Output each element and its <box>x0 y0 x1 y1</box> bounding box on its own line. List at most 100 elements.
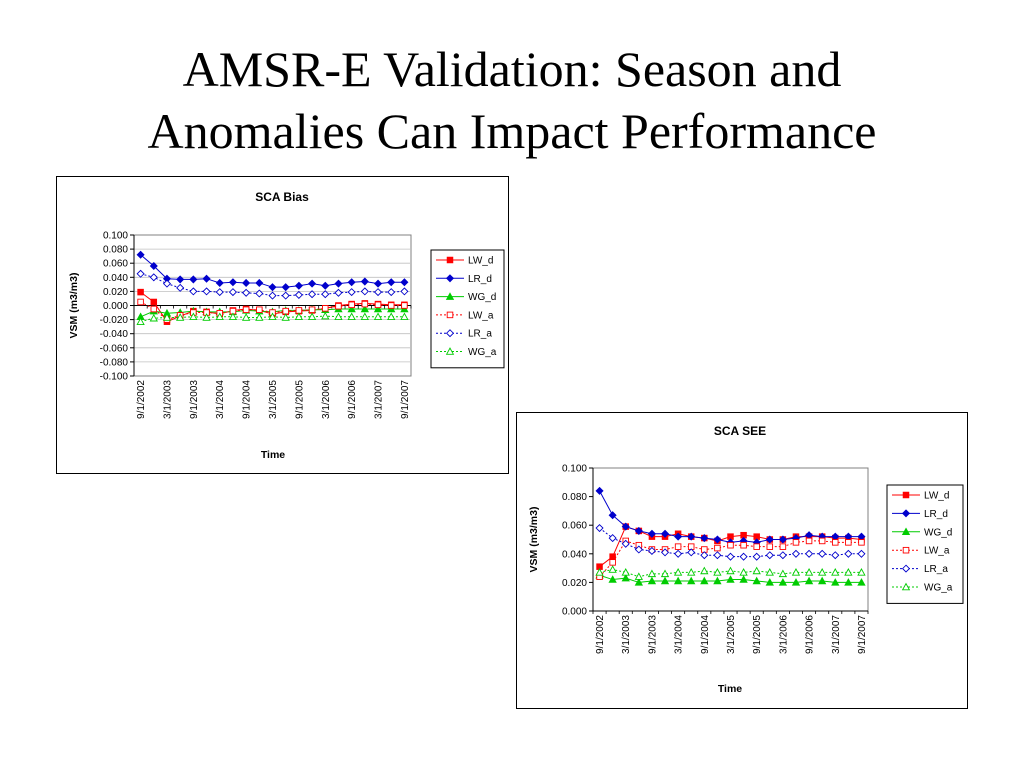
bias-point-lw-d <box>137 288 144 296</box>
bias-point-wg-a <box>228 312 238 321</box>
bias-x-tick-label: 3/1/2003 <box>162 380 173 419</box>
bias-point-wg-a <box>307 312 317 321</box>
bias-point-lr-a <box>321 290 330 299</box>
bias-point-wg-a <box>294 312 304 321</box>
see-point-wg-a <box>818 568 827 576</box>
see-legend-marker-wg-a <box>901 582 911 591</box>
see-x-tick-label: 3/1/2007 <box>831 615 842 654</box>
bias-point-lr-a <box>255 289 264 298</box>
bias-point-lw-a <box>335 302 342 310</box>
see-point-wg-a <box>778 569 788 578</box>
see-y-tick-label: 0.000 <box>562 607 587 618</box>
see-legend-marker-lr-d <box>901 509 911 518</box>
see-point-wg-a <box>673 568 683 576</box>
see-point-lr-d <box>765 535 774 544</box>
bias-point-lr-d <box>176 275 185 284</box>
bias-point-lr-a <box>189 287 198 296</box>
see-point-wg-d <box>634 578 643 586</box>
see-point-wg-a <box>700 566 709 575</box>
bias-y-tick-label: 0.000 <box>103 301 128 312</box>
see-point-lr-d <box>713 535 722 544</box>
bias-x-tick-label: 3/1/2006 <box>321 380 332 419</box>
bias-point-lr-d <box>189 275 198 284</box>
bias-point-lr-d <box>360 277 369 286</box>
see-point-lw-a <box>714 544 721 552</box>
bias-point-lr-d <box>136 250 145 259</box>
see-legend-label-lw-d: LW_d <box>924 491 949 502</box>
see-point-lr-a <box>765 551 774 560</box>
bias-point-lr-a <box>149 273 158 282</box>
sca-bias-chart: SCA Bias 0.100 0.080 0.060 0.040 0.020 0.000 -0… <box>56 176 509 474</box>
bias-y-tick-label: 0.040 <box>103 273 128 284</box>
see-point-wg-a <box>804 568 814 576</box>
bias-point-wg-a <box>176 313 185 321</box>
see-point-lr-d <box>660 529 670 538</box>
see-point-lr-a <box>818 549 827 558</box>
bias-point-lr-d <box>294 281 303 290</box>
see-point-wg-d <box>687 576 696 585</box>
bias-point-lr-d <box>202 274 211 283</box>
see-point-lr-a <box>687 548 696 557</box>
see-point-wg-a <box>687 568 696 576</box>
see-point-lw-d <box>609 553 616 560</box>
see-series-lr-a <box>595 524 866 561</box>
bias-point-lw-a <box>348 301 355 309</box>
bias-point-wg-a <box>241 313 251 321</box>
see-point-lw-a <box>753 543 760 550</box>
bias-point-wg-a <box>202 313 211 321</box>
bias-y-tick-label: -0.080 <box>100 357 129 368</box>
see-point-lr-a <box>726 552 735 561</box>
see-point-lr-a <box>844 549 853 558</box>
see-point-lr-a <box>831 551 840 560</box>
bias-point-lw-a <box>256 306 263 313</box>
bias-chart-title: SCA Bias <box>255 190 309 204</box>
see-point-lw-a <box>740 541 747 549</box>
see-point-lw-a <box>818 537 826 545</box>
see-point-lw-a <box>832 539 839 546</box>
see-point-wg-a <box>634 572 643 580</box>
see-point-lr-a <box>595 524 604 533</box>
bias-point-lr-d <box>255 278 264 287</box>
slide-title: AMSR-E Validation: Season and Anomalies … <box>0 38 1024 162</box>
bias-y-tick-label: -0.060 <box>100 343 129 354</box>
see-point-lw-a <box>792 539 800 546</box>
see-point-lw-a <box>674 543 682 550</box>
see-legend-label-wg-d: WG_d <box>924 527 952 538</box>
bias-point-wg-a <box>321 311 330 320</box>
see-point-wg-a <box>791 568 801 576</box>
see-point-wg-d <box>621 573 630 582</box>
bias-point-wg-a <box>162 313 172 321</box>
see-x-tick-label: 9/1/2005 <box>752 615 763 654</box>
see-point-wg-a <box>844 568 853 576</box>
bias-y-tick-label: 0.100 <box>103 231 128 242</box>
bias-point-lr-a <box>347 288 356 297</box>
bias-point-lr-a <box>360 287 369 296</box>
see-point-lr-a <box>660 548 670 557</box>
see-x-tick-label: 9/1/2003 <box>647 615 658 654</box>
see-point-lr-d <box>674 532 683 541</box>
see-point-wg-d <box>647 576 657 585</box>
see-legend-marker-lw-a <box>902 546 910 554</box>
bias-point-wg-a <box>400 312 409 321</box>
see-point-wg-a <box>726 566 735 575</box>
bias-y-tick-label: 0.060 <box>103 259 128 270</box>
see-point-lr-a <box>647 546 656 555</box>
bias-point-lw-a <box>374 301 382 309</box>
see-point-wg-d <box>791 578 801 586</box>
see-legend-label-wg-a: WG_a <box>924 583 953 594</box>
see-point-lr-d <box>634 526 643 535</box>
bias-legend-label-lw-d: LW_d <box>468 256 493 267</box>
see-x-tick-label: 9/1/2004 <box>700 615 711 654</box>
bias-y-tick-label: -0.020 <box>100 315 129 326</box>
bias-point-lr-d <box>308 279 317 288</box>
slide-title-line-2: Anomalies Can Impact Performance <box>147 103 877 159</box>
bias-point-wg-d <box>360 304 369 313</box>
bias-point-lw-a <box>242 306 250 313</box>
see-legend-marker-lw-d <box>902 491 910 499</box>
see-legend-marker-lr-a <box>901 564 911 573</box>
bias-point-wg-a <box>334 312 343 321</box>
bias-legend-label-wg-a: WG_a <box>468 347 497 358</box>
bias-x-axis-label: Time <box>261 449 285 461</box>
see-point-wg-d <box>831 578 840 586</box>
bias-point-lr-d <box>149 261 158 271</box>
